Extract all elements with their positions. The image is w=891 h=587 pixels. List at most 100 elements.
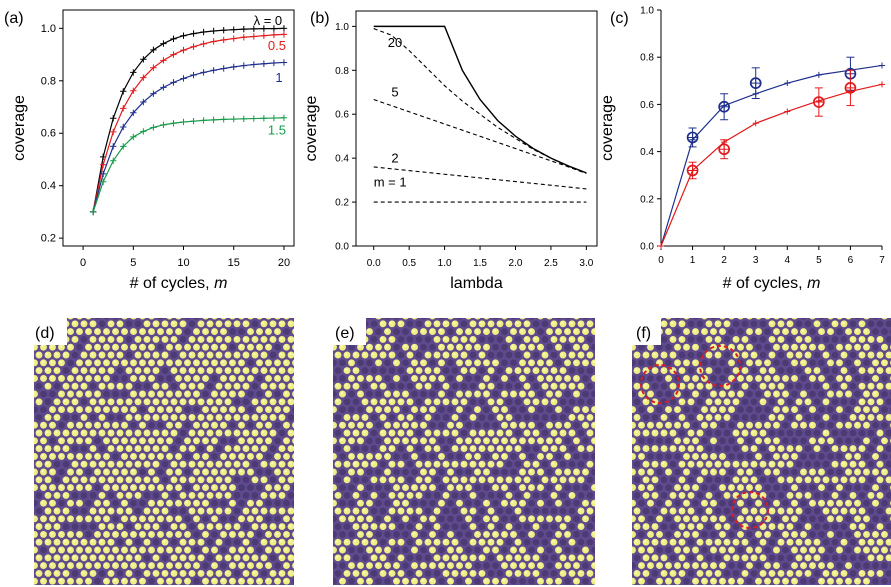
- img-d-vacant-site: [161, 476, 169, 484]
- img-e-adsorbate-highlight: [471, 462, 474, 465]
- img-f-adsorbate-highlight: [869, 399, 872, 403]
- img-e-adsorbate-highlight: [493, 547, 496, 551]
- img-d-adsorbate-highlight: [167, 345, 170, 348]
- img-e-adsorbate-highlight: [520, 360, 523, 364]
- img-f-adsorbate-highlight: [639, 454, 642, 457]
- img-e-adsorbate-highlight: [570, 430, 573, 434]
- img-d-adsorbate-highlight: [59, 438, 62, 442]
- img-f-vacant-site: [746, 390, 753, 398]
- img-e-adsorbate-highlight: [381, 477, 384, 481]
- img-d-adsorbate-highlight: [248, 438, 251, 442]
- img-d-adsorbate-highlight: [185, 501, 188, 504]
- img-e-adsorbate-highlight: [448, 547, 451, 551]
- img-e-adsorbate-highlight: [399, 321, 402, 325]
- img-f-adsorbate-dot: [633, 429, 641, 437]
- img-e-adsorbate-highlight: [453, 540, 456, 543]
- img-f-adsorbate-dot: [813, 320, 821, 328]
- img-d-adsorbate-dot: [49, 406, 56, 414]
- img-e-adsorbate-dot: [397, 491, 405, 499]
- img-e-adsorbate-dot: [442, 335, 450, 343]
- img-f-adsorbate-dot: [800, 468, 807, 476]
- a-point-1.5: [220, 116, 227, 123]
- img-e-adsorbate-highlight: [579, 321, 582, 325]
- img-d-adsorbate-highlight: [257, 345, 260, 348]
- img-e-vacant-site: [384, 318, 391, 320]
- img-f-adsorbate-highlight: [752, 446, 755, 449]
- img-d-vacant-site: [85, 468, 92, 476]
- img-e-vacant-site: [532, 351, 540, 359]
- img-f-adsorbate-highlight: [842, 352, 845, 356]
- panel-f-image: [632, 318, 891, 585]
- img-f-adsorbate-dot: [674, 390, 681, 398]
- img-d-adsorbate-highlight: [253, 415, 256, 418]
- img-f-adsorbate-highlight: [711, 438, 714, 442]
- img-d-vacant-site: [62, 460, 70, 468]
- img-d-adsorbate-dot: [130, 468, 137, 476]
- img-e-adsorbate-dot: [483, 374, 490, 382]
- img-f-adsorbate-dot: [768, 320, 776, 328]
- img-e-adsorbate-dot: [326, 414, 333, 421]
- img-d-adsorbate-highlight: [163, 540, 166, 543]
- img-d-adsorbate-highlight: [86, 516, 89, 520]
- img-e-vacant-site: [375, 390, 382, 398]
- img-e-adsorbate-highlight: [525, 384, 528, 387]
- img-d-adsorbate-highlight: [244, 462, 247, 465]
- img-f-adsorbate-dot: [651, 367, 659, 375]
- img-e-adsorbate-dot: [532, 554, 540, 562]
- img-f-adsorbate-dot: [777, 413, 785, 421]
- img-e-adsorbate-dot: [370, 351, 378, 359]
- img-d-adsorbate-highlight: [284, 391, 287, 395]
- img-f-adsorbate-highlight: [720, 469, 723, 473]
- img-f-adsorbate-dot: [786, 320, 794, 328]
- img-e-vacant-site: [492, 562, 499, 569]
- img-e-adsorbate-dot: [429, 328, 436, 336]
- img-f-adsorbate-highlight: [878, 430, 881, 434]
- img-d-adsorbate-dot: [148, 318, 155, 320]
- img-f-adsorbate-highlight: [693, 391, 696, 395]
- img-d-adsorbate-dot: [27, 445, 34, 452]
- img-d-adsorbate-highlight: [73, 477, 76, 481]
- img-f-adsorbate-highlight: [675, 423, 678, 426]
- img-d-vacant-site: [40, 546, 47, 554]
- img-e-adsorbate-dot: [568, 476, 576, 484]
- a-point-0.5: [140, 74, 147, 81]
- img-e-adsorbate-highlight: [421, 563, 424, 566]
- img-d-adsorbate-dot: [215, 491, 223, 499]
- img-d-adsorbate-dot: [112, 468, 119, 476]
- img-e-adsorbate-dot: [348, 452, 355, 460]
- img-f-adsorbate-dot: [737, 318, 744, 320]
- img-e-adsorbate-dot: [474, 530, 481, 538]
- img-d-adsorbate-highlight: [109, 430, 112, 434]
- img-e-adsorbate-highlight: [457, 563, 460, 566]
- a-point-λ = 0: [240, 25, 247, 33]
- img-f-vacant-site: [840, 398, 848, 406]
- img-e-adsorbate-highlight: [484, 469, 487, 473]
- img-d-vacant-site: [58, 499, 65, 507]
- img-d-adsorbate-highlight: [208, 415, 211, 418]
- img-e-adsorbate-highlight: [358, 485, 361, 488]
- img-e-adsorbate-dot: [333, 468, 337, 476]
- img-e-adsorbate-dot: [568, 429, 576, 437]
- img-d-adsorbate-highlight: [73, 384, 76, 387]
- img-f-vacant-site: [701, 359, 708, 367]
- img-f-adsorbate-highlight: [680, 462, 683, 465]
- img-e-adsorbate-dot: [379, 398, 387, 406]
- a-series-1: [92, 61, 284, 213]
- img-e-adsorbate-dot: [523, 554, 531, 562]
- img-d-vacant-site: [98, 320, 106, 328]
- img-e-adsorbate-highlight: [525, 462, 528, 465]
- img-e-adsorbate-highlight: [345, 368, 348, 371]
- img-e-vacant-site: [447, 515, 454, 523]
- img-d-adsorbate-dot: [251, 429, 259, 437]
- img-d-adsorbate-dot: [85, 437, 92, 445]
- a-xlabel-variable: m: [214, 275, 227, 292]
- img-d-adsorbate-dot: [35, 476, 43, 484]
- img-e-adsorbate-highlight: [412, 407, 415, 410]
- img-e-adsorbate-highlight: [417, 493, 420, 496]
- img-d-adsorbate-highlight: [240, 314, 242, 316]
- img-e-adsorbate-dot: [528, 359, 535, 367]
- img-f-vacant-site: [786, 336, 794, 343]
- img-f-adsorbate-highlight: [824, 415, 827, 418]
- img-f-vacant-site: [827, 421, 834, 429]
- img-f-adsorbate-highlight: [828, 438, 831, 442]
